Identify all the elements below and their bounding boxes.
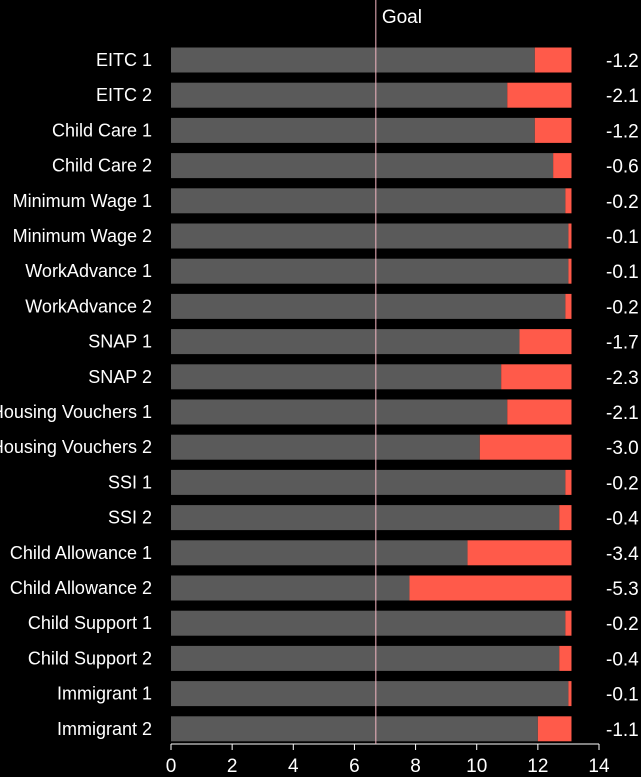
value-label: -0.2 — [606, 297, 639, 318]
category-label: Child Support 2 — [28, 648, 152, 668]
bar-base — [171, 258, 569, 284]
bar-gap — [534, 117, 572, 143]
category-label: Child Allowance 2 — [10, 578, 152, 598]
category-label: Child Support 1 — [28, 613, 152, 633]
bar-gap — [568, 223, 572, 249]
bar-gap — [519, 329, 572, 355]
bar-gap — [534, 47, 572, 73]
x-tick-label: 14 — [588, 756, 610, 777]
category-label: Child Care 1 — [52, 120, 152, 140]
bar-base — [171, 153, 554, 179]
bar-gap — [565, 188, 572, 214]
bar-base — [171, 645, 560, 671]
bar-base — [171, 82, 508, 108]
x-tick-label: 10 — [466, 756, 487, 777]
value-label: -5.3 — [606, 579, 639, 600]
value-label: -0.2 — [606, 614, 639, 635]
bar-base — [171, 610, 566, 636]
bar-gap — [507, 399, 572, 425]
bar-base — [171, 117, 535, 143]
bar-base — [171, 434, 480, 460]
x-tick-label: 2 — [227, 756, 238, 777]
x-tick-label: 4 — [288, 756, 299, 777]
bar-base — [171, 469, 566, 495]
category-label: Minimum Wage 2 — [13, 226, 152, 246]
value-label: -3.0 — [606, 438, 639, 459]
bar-base — [171, 329, 520, 355]
category-label: SNAP 2 — [88, 367, 152, 387]
bar-gap — [559, 645, 572, 671]
value-label: -0.4 — [606, 509, 639, 530]
bar-base — [171, 293, 566, 319]
category-label: WorkAdvance 1 — [25, 261, 152, 281]
bar-gap — [409, 575, 572, 601]
bar-gap — [568, 258, 572, 284]
x-tick-label: 8 — [410, 756, 421, 777]
category-label: WorkAdvance 2 — [25, 296, 152, 316]
category-label: EITC 2 — [96, 85, 152, 105]
bar-base — [171, 681, 569, 707]
value-label: -0.1 — [606, 685, 639, 706]
value-label: -2.1 — [606, 86, 639, 107]
bar-gap — [559, 505, 572, 531]
category-label: Housing Vouchers 1 — [0, 402, 152, 422]
bar-base — [171, 505, 560, 531]
value-label: -0.1 — [606, 227, 639, 248]
value-label: -0.6 — [606, 157, 639, 178]
bar-gap — [467, 540, 572, 566]
category-label: SNAP 1 — [88, 332, 152, 352]
x-tick-label: 12 — [527, 756, 548, 777]
bar-base — [171, 364, 502, 390]
value-label: -0.2 — [606, 473, 639, 494]
value-label: -0.1 — [606, 262, 639, 283]
bar-base — [171, 188, 566, 214]
bar-gap — [507, 82, 572, 108]
value-label: -1.1 — [606, 720, 639, 741]
value-label: -2.3 — [606, 368, 639, 389]
value-label: -1.2 — [606, 121, 639, 142]
value-label: -3.4 — [606, 544, 639, 565]
value-labels-group: -1.2 -2.1 -1.2 -0.6 -0.2 -0.1 -0.1 -0.2 -1.7 -2.3… — [606, 51, 639, 741]
category-label: Housing Vouchers 2 — [0, 437, 152, 457]
bars-group — [171, 47, 572, 742]
bar-base — [171, 716, 538, 742]
x-tick-label: 0 — [166, 756, 177, 777]
value-label: -2.1 — [606, 403, 639, 424]
category-label: Child Allowance 1 — [10, 543, 152, 563]
x-tick-label: 6 — [349, 756, 360, 777]
goal-label: Goal — [382, 7, 422, 28]
bar-gap — [565, 469, 572, 495]
category-labels-group: EITC 1 EITC 2 Child Care 1 Child Care 2 Mini… — [0, 50, 152, 739]
bar-gap — [479, 434, 572, 460]
value-label: -1.2 — [606, 51, 639, 72]
x-axis: 0 2 4 6 8 10 12 14 — [166, 743, 610, 777]
bar-base — [171, 47, 535, 73]
category-label: SSI 2 — [108, 508, 152, 528]
category-label: SSI 1 — [108, 472, 152, 492]
category-label: Immigrant 2 — [57, 719, 152, 739]
bar-gap — [565, 610, 572, 636]
bar-base — [171, 399, 508, 425]
bar-base — [171, 223, 569, 249]
value-label: -1.7 — [606, 333, 639, 354]
bar-gap — [537, 716, 572, 742]
value-label: -0.4 — [606, 649, 639, 670]
bar-gap — [565, 293, 572, 319]
bar-gap — [553, 153, 572, 179]
category-label: Child Care 2 — [52, 156, 152, 176]
bar-base — [171, 575, 410, 601]
category-label: EITC 1 — [96, 50, 152, 70]
bar-gap — [568, 681, 572, 707]
category-label: Minimum Wage 1 — [13, 191, 152, 211]
category-label: Immigrant 1 — [57, 684, 152, 704]
bar-base — [171, 540, 468, 566]
bar-gap — [501, 364, 572, 390]
value-label: -0.2 — [606, 192, 639, 213]
